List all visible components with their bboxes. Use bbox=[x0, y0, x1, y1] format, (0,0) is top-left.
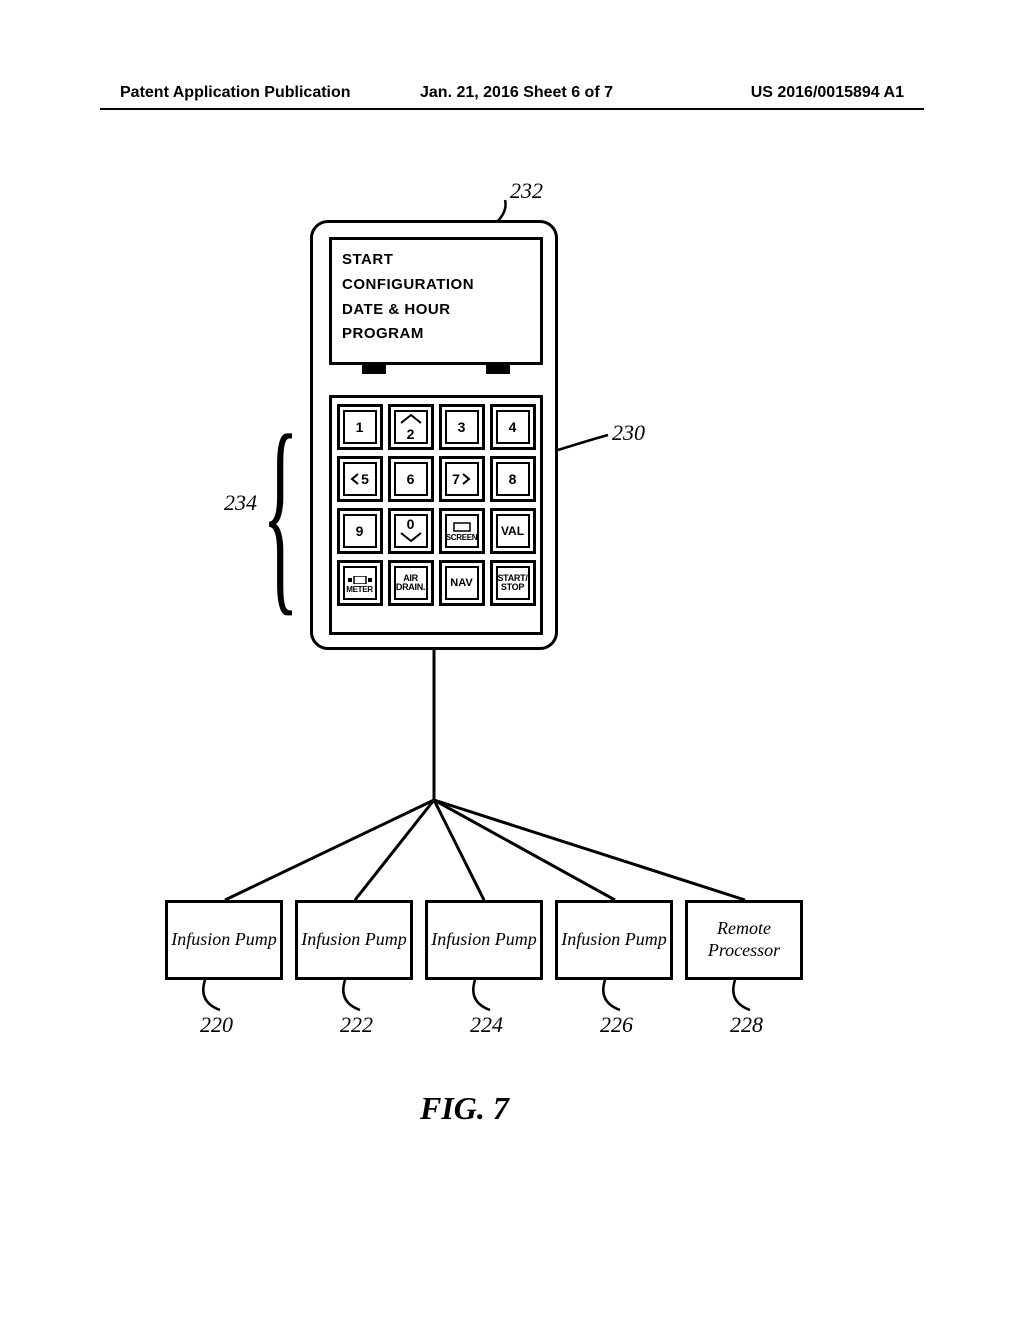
header-rule bbox=[100, 108, 924, 110]
ref-224: 224 bbox=[470, 1012, 503, 1038]
ref-228: 228 bbox=[730, 1012, 763, 1038]
key-3[interactable]: 3 bbox=[439, 404, 485, 450]
key-0-down[interactable]: 0 bbox=[388, 508, 434, 554]
key-6[interactable]: 6 bbox=[388, 456, 434, 502]
box-infusion-pump-3: Infusion Pump bbox=[425, 900, 543, 980]
key-9[interactable]: 9 bbox=[337, 508, 383, 554]
header-center: Jan. 21, 2016 Sheet 6 of 7 bbox=[420, 84, 613, 102]
ref-226: 226 bbox=[600, 1012, 633, 1038]
header-right: US 2016/0015894 A1 bbox=[751, 84, 904, 102]
key-val[interactable]: VAL bbox=[490, 508, 536, 554]
screen-tab bbox=[486, 364, 510, 374]
device-screen: START CONFIGURATION DATE & HOUR PROGRAM bbox=[329, 237, 543, 365]
ref-230: 230 bbox=[612, 420, 645, 446]
key-screen[interactable]: SCREEN bbox=[439, 508, 485, 554]
key-5-left[interactable]: 5 bbox=[337, 456, 383, 502]
screen-tab bbox=[362, 364, 386, 374]
page-header: Patent Application Publication Jan. 21, … bbox=[120, 84, 904, 102]
remote-device: START CONFIGURATION DATE & HOUR PROGRAM … bbox=[310, 220, 558, 650]
figure-caption: FIG. 7 bbox=[420, 1090, 509, 1127]
ref-220: 220 bbox=[200, 1012, 233, 1038]
keypad: 1 2 3 4 5 6 bbox=[329, 395, 543, 635]
key-2-up[interactable]: 2 bbox=[388, 404, 434, 450]
key-1[interactable]: 1 bbox=[337, 404, 383, 450]
key-start-stop[interactable]: START/ STOP bbox=[490, 560, 536, 606]
key-nav[interactable]: NAV bbox=[439, 560, 485, 606]
box-infusion-pump-2: Infusion Pump bbox=[295, 900, 413, 980]
box-infusion-pump-4: Infusion Pump bbox=[555, 900, 673, 980]
screen-line: START bbox=[342, 248, 530, 273]
key-7-right[interactable]: 7 bbox=[439, 456, 485, 502]
ref-234: 234 bbox=[224, 490, 257, 516]
box-infusion-pump-1: Infusion Pump bbox=[165, 900, 283, 980]
key-8[interactable]: 8 bbox=[490, 456, 536, 502]
box-remote-processor: Remote Processor bbox=[685, 900, 803, 980]
header-left: Patent Application Publication bbox=[120, 84, 351, 102]
ref-222: 222 bbox=[340, 1012, 373, 1038]
key-meter[interactable]: METER bbox=[337, 560, 383, 606]
ref-232: 232 bbox=[510, 178, 543, 204]
screen-line: CONFIGURATION bbox=[342, 273, 530, 298]
key-air-drain[interactable]: AIR DRAIN. bbox=[388, 560, 434, 606]
screen-line: DATE & HOUR bbox=[342, 298, 530, 323]
key-4[interactable]: 4 bbox=[490, 404, 536, 450]
screen-line: PROGRAM bbox=[342, 322, 530, 347]
brace-icon: { bbox=[262, 392, 299, 632]
